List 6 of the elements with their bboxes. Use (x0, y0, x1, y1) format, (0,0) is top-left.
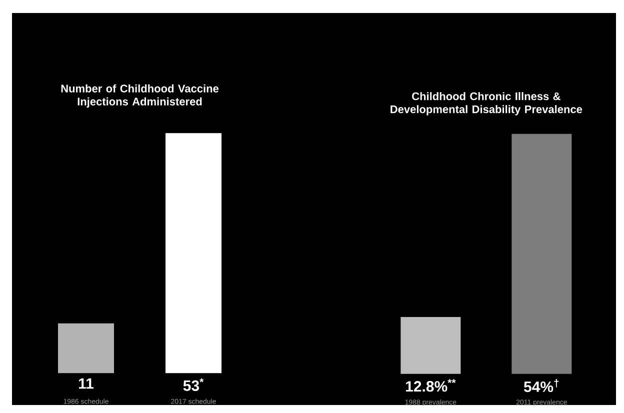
data-label: 11 (79, 378, 94, 389)
data-label: 12.8%$^{**}$ (406, 379, 456, 392)
data-label: 53$^{*}$ (183, 378, 204, 391)
chart-title: Childhood Chronic Illness & Developmental Disability Prevalence (390, 92, 582, 116)
data-label: 54%$^{†}$ (524, 379, 559, 392)
chart-title: Number of Childhood Vaccine Injections Administered (61, 84, 219, 108)
